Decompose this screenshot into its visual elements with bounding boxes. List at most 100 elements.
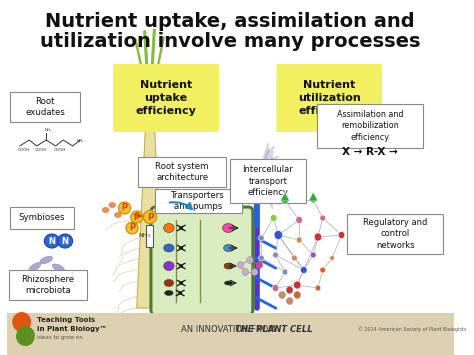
Ellipse shape [315,285,321,291]
Text: NH₂: NH₂ [76,139,84,143]
Ellipse shape [237,262,244,268]
Ellipse shape [12,312,31,332]
Text: X → R-X →: X → R-X → [342,147,398,157]
Ellipse shape [114,212,122,218]
Polygon shape [256,178,279,209]
FancyBboxPatch shape [10,207,73,229]
Ellipse shape [301,267,307,273]
FancyBboxPatch shape [113,64,219,132]
Ellipse shape [314,233,322,241]
Text: THE PLANT CELL: THE PLANT CELL [235,324,312,333]
Ellipse shape [57,234,73,248]
Text: ideas to grow on: ideas to grow on [37,335,82,340]
Ellipse shape [279,291,285,299]
Text: Nutrient
utilization
efficiency: Nutrient utilization efficiency [298,80,361,116]
Text: Rhizosphere
microbiota: Rhizosphere microbiota [21,275,75,295]
Text: Nutrient uptake, assimilation and: Nutrient uptake, assimilation and [46,12,415,31]
Ellipse shape [225,281,232,285]
Text: © 2014 American Society of Plant Biologists: © 2014 American Society of Plant Biologi… [358,326,466,332]
Text: Regulatory and
control
networks: Regulatory and control networks [363,218,428,250]
Bar [7,313,454,355]
Ellipse shape [164,279,173,286]
Ellipse shape [310,252,316,258]
Ellipse shape [45,234,59,248]
FancyBboxPatch shape [155,189,242,213]
Polygon shape [256,151,279,178]
Ellipse shape [247,257,253,263]
Text: COOH: COOH [54,148,66,152]
FancyBboxPatch shape [151,207,253,315]
Ellipse shape [273,252,278,258]
Ellipse shape [29,263,41,271]
Ellipse shape [223,224,234,233]
Ellipse shape [102,207,109,213]
Text: utilization involve many processes: utilization involve many processes [40,32,420,51]
Text: in Plant Biology™: in Plant Biology™ [37,326,107,332]
FancyBboxPatch shape [138,157,227,187]
Ellipse shape [320,267,326,273]
Text: P: P [134,213,140,222]
Ellipse shape [292,255,297,261]
Ellipse shape [293,281,301,289]
Ellipse shape [164,290,173,295]
Ellipse shape [109,202,116,208]
Text: Assimilation and
remobilization
efficiency: Assimilation and remobilization efficien… [337,110,403,142]
Ellipse shape [274,230,283,240]
Ellipse shape [126,222,138,234]
Ellipse shape [224,245,233,251]
Ellipse shape [118,202,131,214]
Ellipse shape [286,286,293,294]
Ellipse shape [270,214,277,222]
Text: N: N [48,236,55,246]
Ellipse shape [16,326,35,346]
Text: COOH: COOH [35,148,47,152]
Polygon shape [256,178,281,198]
Ellipse shape [281,196,289,204]
Ellipse shape [131,211,143,223]
Bar [146,225,153,247]
Ellipse shape [272,284,279,291]
Ellipse shape [338,231,345,239]
Polygon shape [256,178,280,190]
Ellipse shape [256,262,263,268]
Text: Symbioses: Symbioses [18,213,65,223]
Polygon shape [137,72,163,308]
FancyBboxPatch shape [317,104,423,148]
Text: NH₂: NH₂ [45,128,52,132]
Text: Root
exudates: Root exudates [25,97,65,117]
Text: Nutrient
uptake
efficiency: Nutrient uptake efficiency [136,80,197,116]
Ellipse shape [164,244,174,252]
Ellipse shape [242,268,249,275]
Ellipse shape [40,256,53,264]
Ellipse shape [164,224,174,233]
Text: P: P [129,224,135,233]
Text: Root system
architecture: Root system architecture [155,162,209,182]
Ellipse shape [224,263,233,269]
FancyBboxPatch shape [9,270,87,300]
Ellipse shape [164,262,174,271]
Text: P: P [146,213,153,222]
Ellipse shape [258,255,264,261]
Ellipse shape [320,215,326,221]
Text: AN INNOVATION FROM: AN INNOVATION FROM [181,324,278,333]
Text: N: N [62,236,69,246]
Polygon shape [256,143,274,178]
FancyBboxPatch shape [276,64,382,132]
FancyBboxPatch shape [10,92,80,122]
Ellipse shape [144,211,156,224]
Text: Teaching Tools: Teaching Tools [37,317,95,323]
Ellipse shape [294,291,301,299]
Ellipse shape [296,217,302,224]
FancyBboxPatch shape [347,214,444,254]
Ellipse shape [310,197,316,203]
Ellipse shape [52,264,64,272]
Ellipse shape [330,256,335,261]
Ellipse shape [286,297,293,305]
Text: COOH: COOH [18,148,30,152]
Ellipse shape [282,269,288,275]
Text: NH₃: NH₃ [139,233,151,238]
Text: P: P [121,203,128,213]
Polygon shape [256,161,281,178]
Ellipse shape [251,268,258,275]
Ellipse shape [258,235,264,241]
